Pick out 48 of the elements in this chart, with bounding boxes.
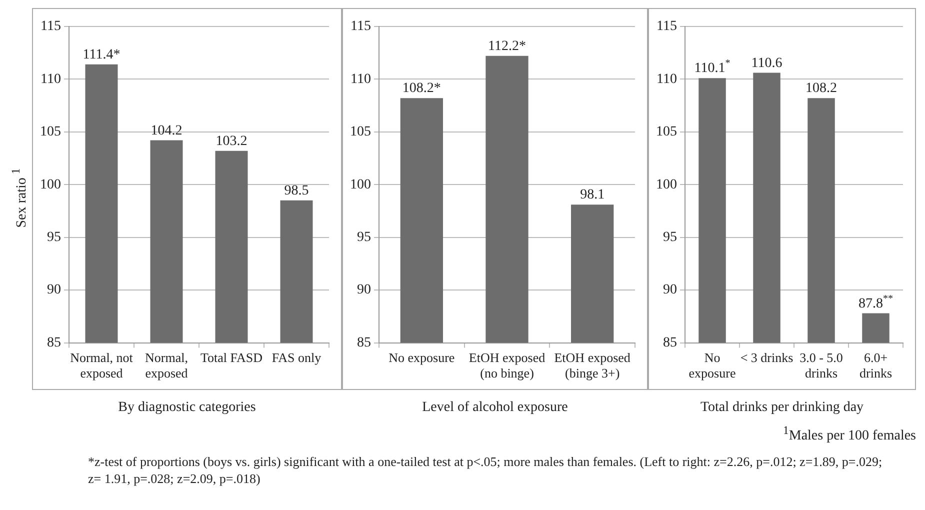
y-tick-label: 100	[350, 177, 371, 192]
y-tick-label: 90	[47, 282, 61, 298]
data-label: 98.5	[284, 183, 309, 198]
x-tick-label: No exposure	[688, 350, 736, 381]
x-tick-label: < 3 drinks	[740, 350, 794, 366]
data-label: 108.2	[806, 81, 837, 96]
x-tick-label: Total FASD	[200, 350, 263, 366]
y-tick-label: 85	[663, 335, 677, 350]
y-tick-label: 90	[663, 282, 677, 298]
data-label: 111.4*	[82, 47, 120, 62]
y-tick-label: 85	[357, 335, 371, 350]
y-tick-label: 95	[357, 230, 371, 246]
y-tick-label: 100	[40, 177, 61, 192]
data-label: 104.2	[150, 123, 182, 138]
y-tick-label: 110	[656, 72, 677, 87]
data-label: 110.1*	[694, 58, 730, 76]
y-tick-label: 110	[40, 72, 61, 87]
y-tick-label: 105	[40, 124, 61, 140]
y-tick-label: 85	[47, 335, 61, 350]
x-tick-label: No exposure	[388, 350, 455, 366]
y-tick-label: 110	[350, 72, 371, 87]
data-label: 87.8**	[858, 293, 893, 312]
x-tick-label: EtOH exposed (binge 3+)	[554, 350, 631, 381]
y-tick-label: 115	[656, 19, 677, 34]
text: *z-test of proportions (boys vs. girls) significant with a one-tailed test at p<.05; more males than females. (Left to right: z=2.26, p=.012; z=1.89, p=.029; z= 1.91, p=.028; z=2.09, p=.018)	[87, 452, 884, 487]
data-label: 108.2*	[402, 81, 441, 96]
x-tick-label: 3.0 - 5.0 drinks	[800, 350, 843, 381]
data-label: 103.2	[216, 134, 248, 149]
y-tick-label: 105	[656, 124, 677, 140]
x-tick-label: 6.0+ drinks	[860, 350, 892, 381]
x-axis-title: Total drinks per drinking day	[700, 400, 864, 416]
y-tick-label: 115	[350, 19, 371, 34]
y-tick-label: 90	[357, 282, 371, 298]
y-tick-label: 115	[40, 19, 61, 34]
y-tick-label: 95	[663, 230, 677, 246]
x-tick-label: FAS only	[272, 350, 322, 366]
data-label: 98.1	[580, 188, 605, 203]
text: $^{1}$Males per 100 females	[783, 424, 916, 445]
y-tick-label: 105	[350, 124, 371, 140]
x-axis-title: Level of alcohol exposure	[422, 400, 568, 416]
x-tick-label: Normal, exposed	[145, 350, 188, 381]
x-tick-label: Normal, not exposed	[70, 350, 134, 381]
data-label: 110.6	[751, 56, 782, 71]
x-tick-label: EtOH exposed (no binge)	[468, 350, 546, 381]
x-axis-title: By diagnostic categories	[118, 400, 256, 416]
y-tick-label: 95	[47, 230, 61, 246]
y-tick-label: 100	[656, 177, 677, 192]
data-label: 112.2*	[488, 38, 526, 54]
